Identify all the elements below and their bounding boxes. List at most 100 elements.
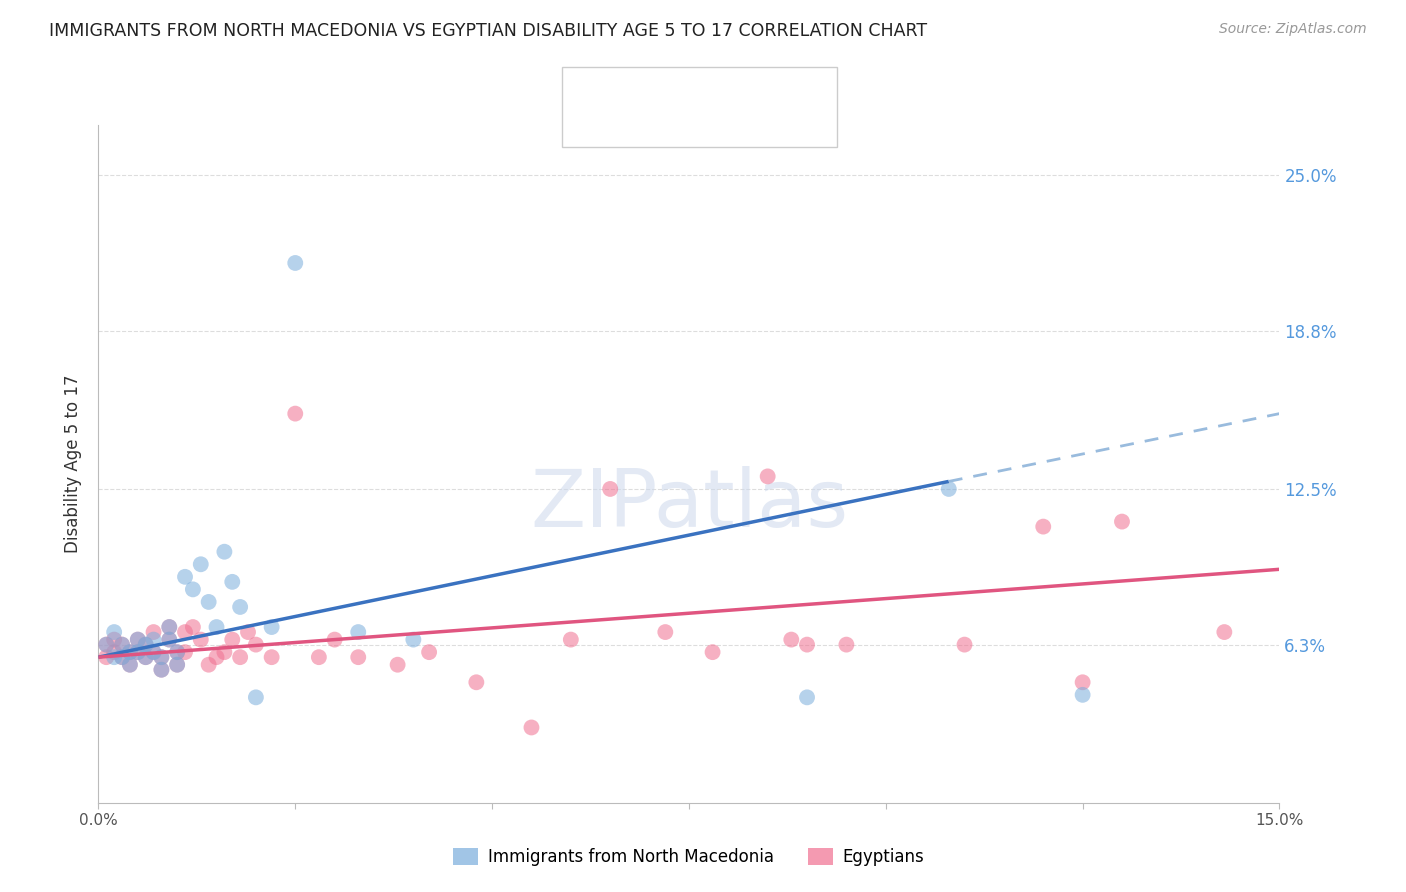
Point: [103, 632, 125, 647]
Point: [103, 625, 125, 640]
Point: [166, 657, 188, 672]
Point: [402, 632, 425, 647]
Point: [190, 558, 212, 572]
Point: [205, 620, 228, 634]
Point: [118, 657, 141, 672]
Text: 35: 35: [741, 80, 762, 98]
Point: [654, 625, 676, 640]
Point: [796, 690, 818, 705]
Point: [835, 638, 858, 652]
Point: [756, 469, 779, 483]
Point: [150, 663, 173, 677]
Point: [599, 482, 621, 496]
Point: [127, 645, 149, 659]
Point: [308, 650, 330, 665]
Point: [214, 645, 236, 659]
Point: [1213, 625, 1236, 640]
Point: [111, 650, 134, 665]
Point: [520, 721, 543, 735]
Point: [796, 638, 818, 652]
Text: ZIPatlas: ZIPatlas: [530, 466, 848, 543]
Text: IMMIGRANTS FROM NORTH MACEDONIA VS EGYPTIAN DISABILITY AGE 5 TO 17 CORRELATION C: IMMIGRANTS FROM NORTH MACEDONIA VS EGYPT…: [49, 22, 928, 40]
Point: [245, 638, 267, 652]
Point: [347, 650, 370, 665]
Point: [229, 650, 252, 665]
Point: [166, 645, 188, 659]
Point: [96, 638, 118, 652]
Point: [236, 625, 259, 640]
Point: [118, 645, 141, 659]
Point: [135, 638, 157, 652]
Point: [127, 645, 149, 659]
Point: [96, 650, 118, 665]
Point: [214, 545, 236, 559]
Point: [221, 632, 243, 647]
Text: 0.302: 0.302: [640, 118, 688, 136]
Point: [135, 638, 157, 652]
Point: [205, 650, 228, 665]
Point: [190, 632, 212, 647]
Point: [135, 650, 157, 665]
Point: [118, 645, 141, 659]
Point: [127, 632, 149, 647]
Point: [174, 645, 197, 659]
Point: [260, 650, 283, 665]
Text: N =: N =: [700, 80, 737, 98]
Point: [166, 657, 188, 672]
Point: [96, 638, 118, 652]
Point: [174, 570, 197, 584]
Y-axis label: Disability Age 5 to 17: Disability Age 5 to 17: [65, 375, 83, 553]
Point: [181, 620, 204, 634]
Point: [1071, 675, 1094, 690]
Point: [284, 256, 307, 270]
Point: [142, 625, 165, 640]
Point: [780, 632, 803, 647]
Point: [1032, 519, 1054, 533]
Text: 53: 53: [741, 118, 762, 136]
Point: [103, 650, 125, 665]
Point: [323, 632, 346, 647]
Point: [127, 632, 149, 647]
Point: [111, 638, 134, 652]
Point: [1111, 515, 1133, 529]
Point: [174, 625, 197, 640]
Point: [135, 650, 157, 665]
Point: [260, 620, 283, 634]
Point: [197, 657, 219, 672]
Text: R =: R =: [599, 80, 636, 98]
Point: [418, 645, 440, 659]
Point: [150, 650, 173, 665]
Point: [111, 650, 134, 665]
Point: [387, 657, 409, 672]
Text: ■: ■: [576, 79, 596, 99]
Legend: Immigrants from North Macedonia, Egyptians: Immigrants from North Macedonia, Egyptia…: [447, 841, 931, 872]
Point: [118, 657, 141, 672]
Text: N =: N =: [700, 118, 737, 136]
Point: [142, 645, 165, 659]
Point: [702, 645, 724, 659]
Point: [103, 645, 125, 659]
Point: [953, 638, 976, 652]
Point: [111, 638, 134, 652]
Text: 0.269: 0.269: [640, 80, 688, 98]
Text: ■: ■: [576, 116, 596, 136]
Point: [157, 620, 180, 634]
Point: [347, 625, 370, 640]
Point: [150, 650, 173, 665]
Point: [284, 407, 307, 421]
Text: Source: ZipAtlas.com: Source: ZipAtlas.com: [1219, 22, 1367, 37]
Point: [197, 595, 219, 609]
Point: [142, 632, 165, 647]
Point: [465, 675, 488, 690]
Point: [166, 645, 188, 659]
Point: [221, 574, 243, 589]
Point: [181, 582, 204, 597]
Point: [157, 620, 180, 634]
Point: [157, 632, 180, 647]
Point: [938, 482, 960, 496]
Point: [142, 645, 165, 659]
Point: [245, 690, 267, 705]
Point: [157, 632, 180, 647]
Text: R =: R =: [599, 118, 636, 136]
Point: [229, 599, 252, 614]
